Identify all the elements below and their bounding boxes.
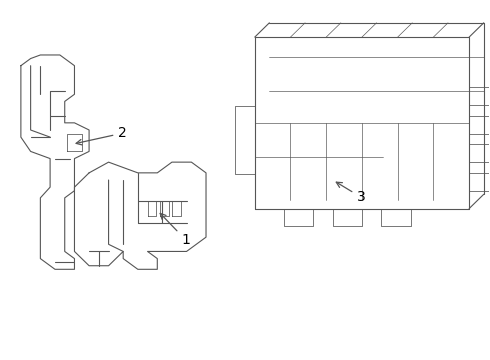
- Text: 1: 1: [160, 213, 191, 247]
- Text: 3: 3: [336, 182, 366, 204]
- Text: 2: 2: [76, 126, 127, 145]
